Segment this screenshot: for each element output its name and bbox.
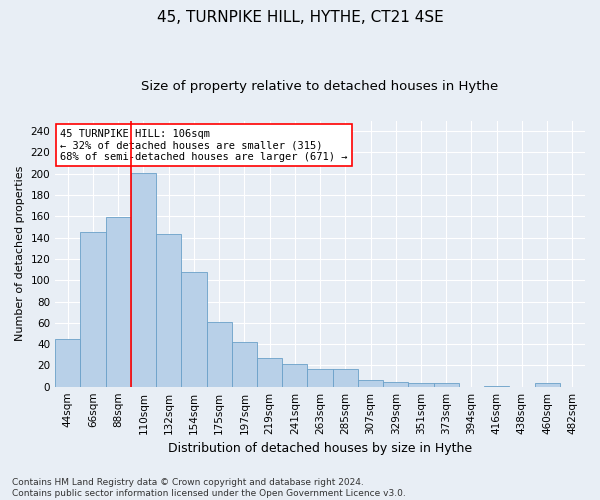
- Bar: [181, 272, 206, 386]
- Bar: [332, 368, 358, 386]
- Bar: [80, 232, 106, 386]
- Bar: [434, 384, 459, 386]
- Bar: [535, 384, 560, 386]
- Text: Contains HM Land Registry data © Crown copyright and database right 2024.
Contai: Contains HM Land Registry data © Crown c…: [12, 478, 406, 498]
- Text: 45 TURNPIKE HILL: 106sqm
← 32% of detached houses are smaller (315)
68% of semi-: 45 TURNPIKE HILL: 106sqm ← 32% of detach…: [61, 128, 348, 162]
- Bar: [307, 368, 332, 386]
- Bar: [131, 172, 156, 386]
- Bar: [106, 218, 131, 386]
- Bar: [257, 358, 282, 386]
- Bar: [206, 322, 232, 386]
- Y-axis label: Number of detached properties: Number of detached properties: [15, 166, 25, 342]
- X-axis label: Distribution of detached houses by size in Hythe: Distribution of detached houses by size …: [168, 442, 472, 455]
- Bar: [232, 342, 257, 386]
- Bar: [55, 339, 80, 386]
- Bar: [282, 364, 307, 386]
- Bar: [409, 384, 434, 386]
- Bar: [358, 380, 383, 386]
- Bar: [383, 382, 409, 386]
- Bar: [156, 234, 181, 386]
- Text: 45, TURNPIKE HILL, HYTHE, CT21 4SE: 45, TURNPIKE HILL, HYTHE, CT21 4SE: [157, 10, 443, 25]
- Title: Size of property relative to detached houses in Hythe: Size of property relative to detached ho…: [142, 80, 499, 93]
